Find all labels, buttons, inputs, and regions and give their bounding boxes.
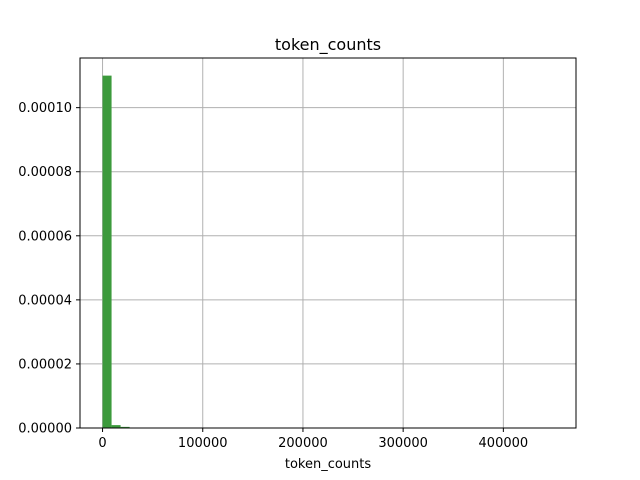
- y-tick-label: 0.00006: [18, 229, 72, 244]
- histogram-bar: [111, 425, 121, 428]
- histogram-bar: [120, 426, 130, 428]
- histogram-bar: [102, 75, 112, 428]
- x-tick-label: 200000: [278, 436, 328, 451]
- y-tick-label: 0.00000: [18, 422, 72, 437]
- y-tick-label: 0.00004: [18, 293, 72, 308]
- x-tick-label: 0: [98, 436, 106, 451]
- x-tick-label: 400000: [479, 436, 529, 451]
- y-axis-ticks: 0.00000 0.00002 0.00004 0.00006 0.00008 0.000…: [18, 101, 80, 437]
- y-tick-label: 0.00008: [18, 165, 72, 180]
- x-axis-ticks: 0 100000 200000 300000 400000: [98, 428, 528, 451]
- chart-title: token_counts: [275, 35, 381, 55]
- y-tick-label: 0.00010: [18, 101, 72, 116]
- y-tick-label: 0.00002: [18, 357, 72, 372]
- x-tick-label: 100000: [178, 436, 228, 451]
- x-axis-label: token_counts: [285, 457, 372, 472]
- x-tick-label: 300000: [378, 436, 428, 451]
- plot-frame: [79, 57, 577, 429]
